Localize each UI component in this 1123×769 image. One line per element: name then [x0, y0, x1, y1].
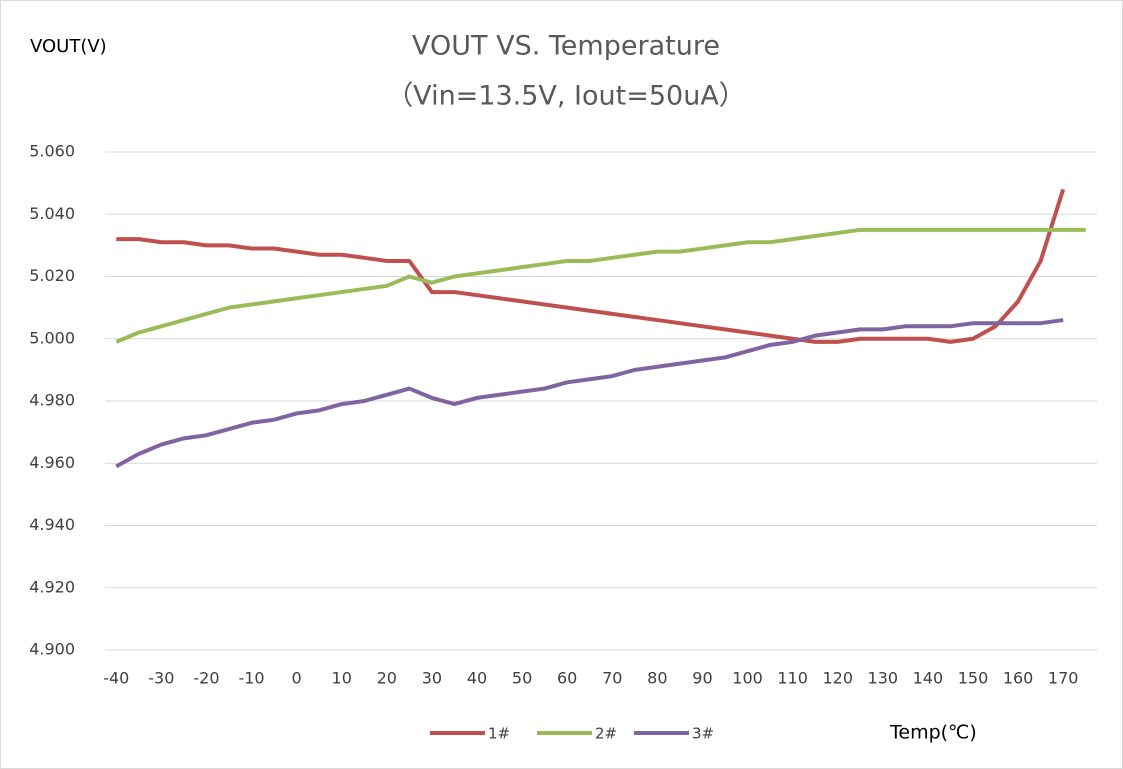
x-tick-label: 20 — [377, 669, 397, 688]
x-tick-label: 130 — [868, 669, 899, 688]
x-tick-label: 140 — [913, 669, 944, 688]
y-tick-label: 4.920 — [29, 577, 75, 596]
legend-label: 2# — [595, 725, 617, 743]
x-tick-label: 70 — [602, 669, 622, 688]
x-tick-label: 50 — [512, 669, 532, 688]
y-tick-label: 5.020 — [29, 266, 75, 285]
x-tick-label: 30 — [422, 669, 442, 688]
x-tick-label: 170 — [1048, 669, 1079, 688]
x-tick-label: -20 — [193, 669, 219, 688]
chart-title: VOUT VS. Temperature — [412, 31, 720, 62]
series-line — [115, 227, 1086, 344]
x-tick-label: 40 — [467, 669, 487, 688]
x-tick-label: -10 — [238, 669, 264, 688]
series-line — [116, 188, 1066, 344]
x-tick-label: 90 — [692, 669, 712, 688]
y-axis-label: VOUT(V) — [30, 36, 107, 57]
legend-label: 3# — [692, 725, 714, 743]
x-tick-label: 0 — [292, 669, 302, 688]
series-line — [115, 318, 1064, 469]
x-tick-label: 160 — [1003, 669, 1034, 688]
x-tick-label: 120 — [822, 669, 853, 688]
x-tick-label: 150 — [958, 669, 989, 688]
x-tick-label: 80 — [647, 669, 667, 688]
y-tick-label: 5.040 — [29, 204, 75, 223]
chart-subtitle: （Vin=13.5V, Iout=50uA） — [386, 81, 746, 112]
x-tick-label: 100 — [732, 669, 763, 688]
x-tick-label: 10 — [332, 669, 352, 688]
x-tick-label: -40 — [103, 669, 129, 688]
x-tick-label: -30 — [148, 669, 174, 688]
x-tick-label: 110 — [777, 669, 808, 688]
y-tick-label: 4.940 — [29, 515, 75, 534]
legend-label: 1# — [488, 725, 510, 743]
y-tick-label: 4.960 — [29, 453, 75, 472]
y-tick-label: 4.900 — [29, 640, 75, 659]
y-tick-label: 5.000 — [29, 328, 75, 347]
y-tick-label: 4.980 — [29, 391, 75, 410]
y-tick-label: 5.060 — [29, 142, 75, 161]
x-tick-label: 60 — [557, 669, 577, 688]
x-axis-label: Temp(℃) — [889, 722, 977, 744]
